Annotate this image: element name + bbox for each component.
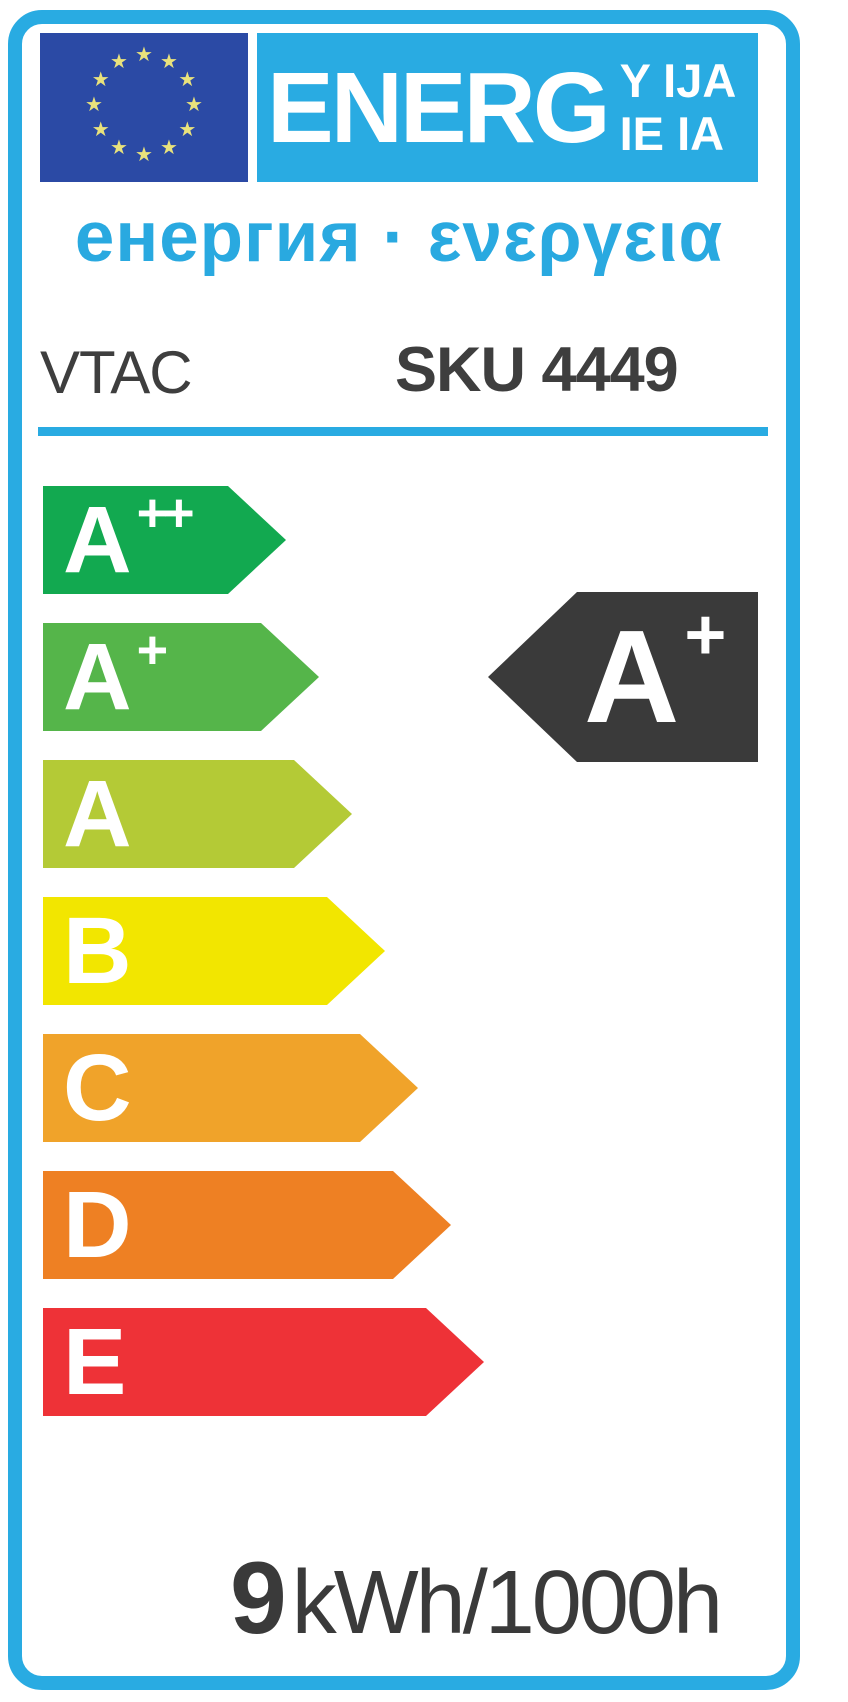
- energy-scale-row: C: [43, 1034, 418, 1142]
- star-icon: ★: [135, 144, 153, 166]
- grade-superscript: ++: [136, 483, 190, 543]
- language-suffix-bottom: IE IA: [619, 106, 725, 160]
- grade-letter: E: [63, 1308, 127, 1415]
- energ-logo-text: ENERG: [267, 51, 611, 164]
- star-icon: ★: [110, 50, 128, 73]
- energy-scale-row: A ++: [43, 486, 286, 594]
- energy-scale-row: D: [43, 1171, 451, 1279]
- grade-letter: D: [63, 1171, 132, 1278]
- rating-arrow: A +: [488, 592, 758, 762]
- star-icon: ★: [178, 119, 197, 141]
- brand-name: VTAC: [40, 339, 193, 406]
- rating-grade: A: [584, 603, 680, 750]
- eu-flag-icon: ★ ★ ★ ★ ★ ★ ★ ★ ★ ★ ★ ★: [40, 33, 248, 182]
- star-icon: ★: [91, 119, 110, 141]
- energy-scale-row: B: [43, 897, 385, 1005]
- language-suffix-top: Y IJA: [619, 53, 737, 107]
- grade-letter: C: [63, 1034, 132, 1141]
- star-icon: ★: [185, 94, 203, 116]
- energy-scale-row: A: [43, 760, 352, 868]
- star-icon: ★: [160, 50, 178, 73]
- language-suffix: Y IJA IE IA: [619, 53, 737, 160]
- grade-letter: A: [63, 486, 132, 593]
- grade-superscript: +: [136, 620, 164, 680]
- star-icon: ★: [160, 137, 178, 160]
- star-icon: ★: [135, 44, 153, 66]
- sku-number: SKU 4449: [395, 335, 679, 405]
- star-icon: ★: [85, 94, 103, 116]
- consumption-value: 9: [229, 1541, 287, 1655]
- energy-scale-row: E: [43, 1308, 484, 1416]
- rating-grade-superscript: +: [684, 595, 727, 675]
- star-icon: ★: [91, 69, 110, 91]
- grade-letter: A: [63, 623, 132, 730]
- energy-scale: A ++ A + A B C D E: [43, 486, 484, 1445]
- consumption: 9 kWh/1000h: [180, 1540, 723, 1657]
- star-icon: ★: [178, 69, 197, 91]
- label-border: [8, 10, 800, 1690]
- consumption-unit: kWh/1000h: [291, 1553, 723, 1653]
- grade-letter: A: [63, 760, 132, 867]
- star-icon: ★: [110, 137, 128, 160]
- grade-letter: B: [63, 897, 132, 1004]
- energy-scale-row: A +: [43, 623, 319, 731]
- energy-header-panel: ENERG Y IJA IE IA: [257, 33, 758, 182]
- energy-word-subtitle: енергия · ενεργεια: [74, 198, 724, 277]
- header-divider: [38, 427, 768, 436]
